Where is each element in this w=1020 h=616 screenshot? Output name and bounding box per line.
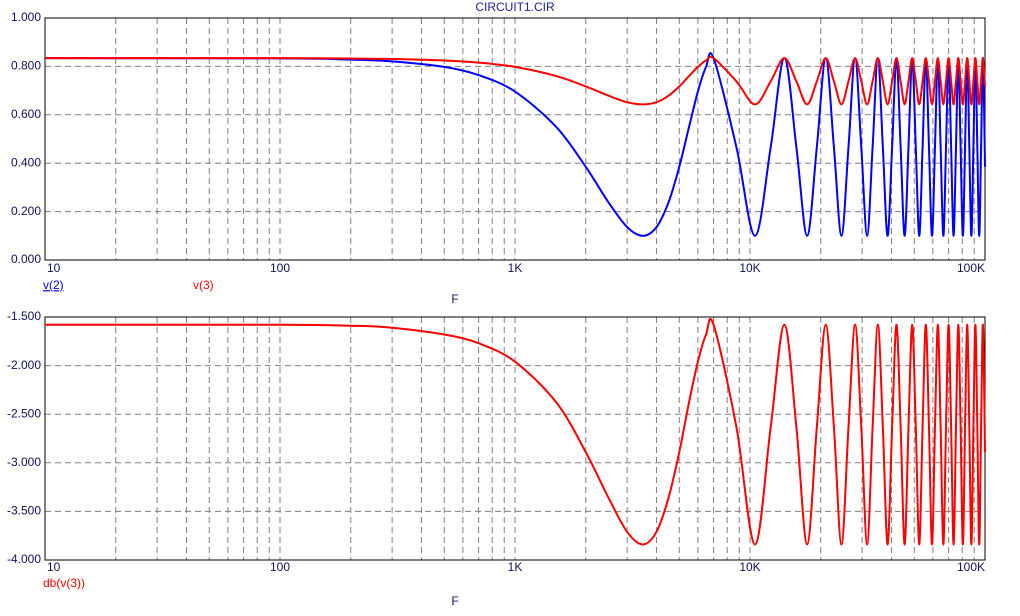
x-tick-label: 100: [270, 261, 290, 275]
x-tick-label: 10: [47, 560, 61, 574]
x-tick-label: 100K: [957, 261, 985, 275]
x-tick-label: 100K: [957, 560, 985, 574]
legend-label: v(3): [193, 278, 214, 292]
x-tick-label: 1K: [508, 261, 523, 275]
x-tick-label: 100: [270, 560, 290, 574]
chart-title: CIRCUIT1.CIR: [475, 0, 555, 14]
series-line: [44, 317, 986, 546]
x-tick-label: 10K: [739, 560, 760, 574]
y-tick-label: 0.800: [11, 59, 41, 73]
x-axis-label: F: [451, 292, 458, 306]
x-tick-label: 10: [47, 261, 61, 275]
legend-label: v(2): [43, 278, 64, 292]
y-tick-label: 0.200: [11, 204, 41, 218]
series-line: [44, 55, 986, 106]
y-tick-label: -4.000: [7, 552, 41, 566]
y-tick-label: -1.500: [7, 309, 41, 323]
x-axis-label: F: [451, 594, 458, 608]
y-tick-label: 0.600: [11, 107, 41, 121]
y-tick-label: -3.500: [7, 504, 41, 518]
y-tick-label: 0.000: [11, 252, 41, 266]
legend-label: db(v(3)): [43, 576, 85, 590]
series-line: [44, 52, 986, 237]
x-tick-label: 10K: [739, 261, 760, 275]
y-tick-label: 1.000: [11, 10, 41, 24]
y-tick-label: -2.000: [7, 358, 41, 372]
y-tick-label: -3.000: [7, 455, 41, 469]
y-tick-label: 0.400: [11, 155, 41, 169]
y-tick-label: -2.500: [7, 406, 41, 420]
x-tick-label: 1K: [508, 560, 523, 574]
